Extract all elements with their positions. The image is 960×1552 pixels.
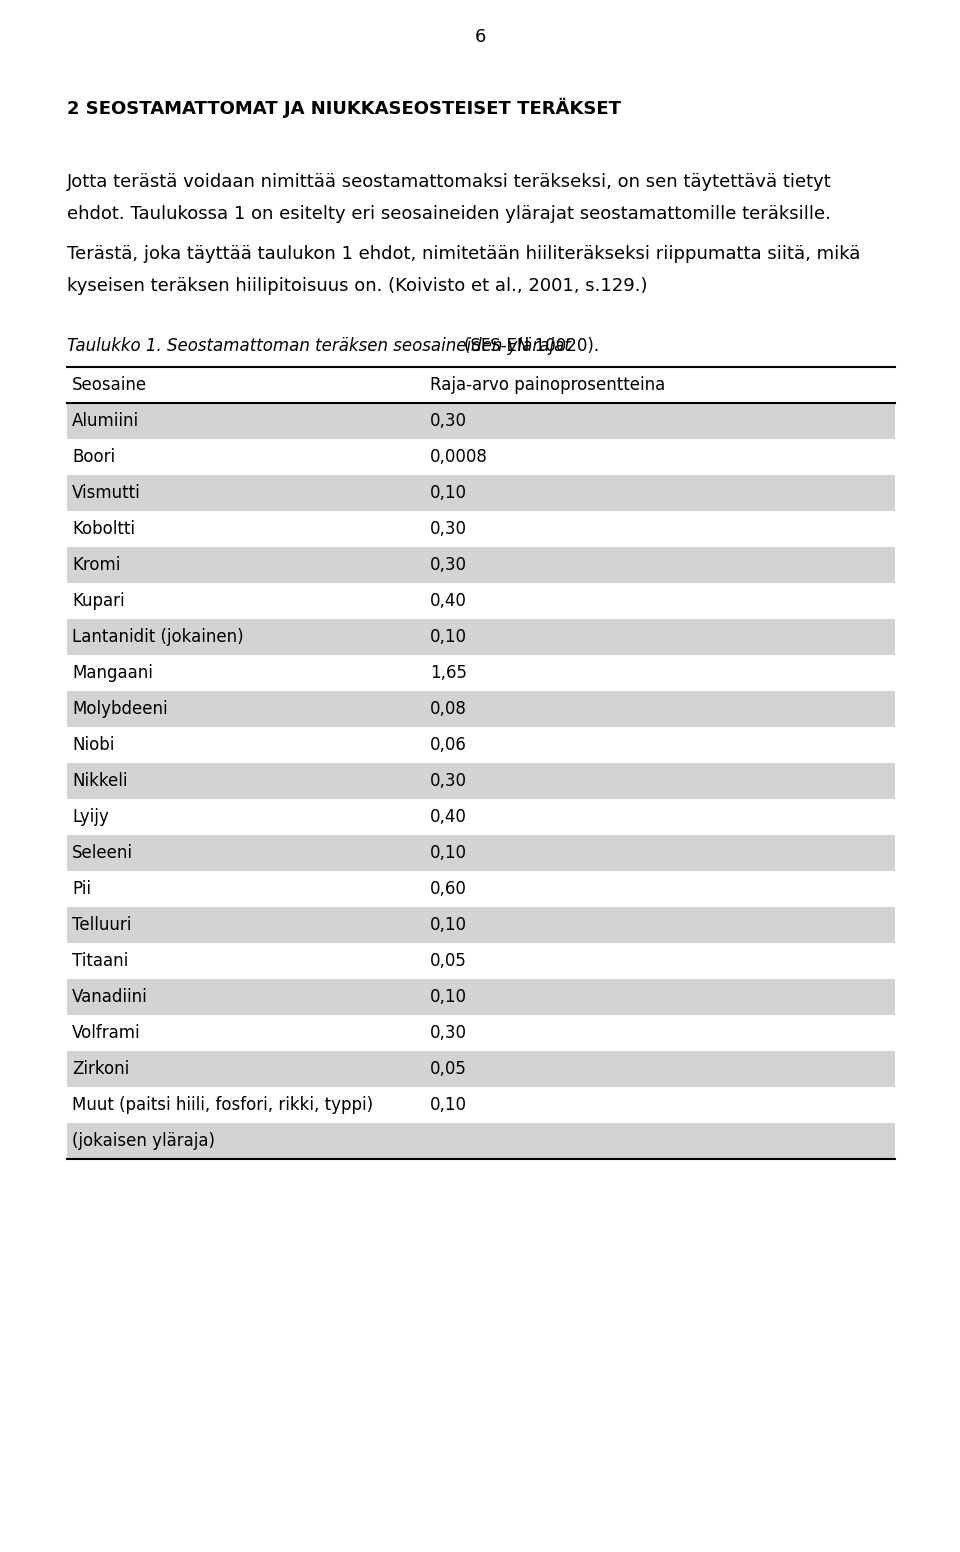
- Text: Boori: Boori: [72, 449, 115, 466]
- Bar: [67, 944, 895, 979]
- Bar: [67, 655, 895, 691]
- Text: 6: 6: [474, 28, 486, 47]
- Bar: [67, 1124, 895, 1159]
- Text: Terästä, joka täyttää taulukon 1 ehdot, nimitetään hiiliteräkseksi riippumatta s: Terästä, joka täyttää taulukon 1 ehdot, …: [67, 245, 860, 262]
- Text: Alumiini: Alumiini: [72, 411, 139, 430]
- Bar: [67, 404, 895, 439]
- Text: 0,10: 0,10: [430, 1096, 467, 1114]
- Text: Molybdeeni: Molybdeeni: [72, 700, 168, 719]
- Text: 0,10: 0,10: [430, 629, 467, 646]
- Text: 0,10: 0,10: [430, 844, 467, 861]
- Text: 0,30: 0,30: [430, 556, 467, 574]
- Text: Pii: Pii: [72, 880, 91, 899]
- Text: 0,05: 0,05: [430, 951, 467, 970]
- Bar: [67, 691, 895, 726]
- Text: Koboltti: Koboltti: [72, 520, 135, 539]
- Bar: [67, 619, 895, 655]
- Text: 0,30: 0,30: [430, 771, 467, 790]
- Text: 0,05: 0,05: [430, 1060, 467, 1079]
- Text: kyseisen teräksen hiilipitoisuus on. (Koivisto et al., 2001, s.129.): kyseisen teräksen hiilipitoisuus on. (Ko…: [67, 276, 647, 295]
- Bar: [67, 835, 895, 871]
- Text: (SFS-EN 10020).: (SFS-EN 10020).: [465, 337, 599, 355]
- Text: Mangaani: Mangaani: [72, 664, 153, 681]
- Text: 0,06: 0,06: [430, 736, 467, 754]
- Text: ehdot. Taulukossa 1 on esitelty eri seosaineiden ylärajat seostamattomille teräk: ehdot. Taulukossa 1 on esitelty eri seos…: [67, 205, 830, 223]
- Bar: [67, 979, 895, 1015]
- Text: 0,0008: 0,0008: [430, 449, 488, 466]
- Text: Vismutti: Vismutti: [72, 484, 141, 501]
- Text: Lyijy: Lyijy: [72, 809, 108, 826]
- Text: Vanadiini: Vanadiini: [72, 989, 148, 1006]
- Text: Niobi: Niobi: [72, 736, 114, 754]
- Bar: [67, 1086, 895, 1124]
- Text: 2 SEOSTAMATTOMAT JA NIUKKASEOSTEISET TERÄKSET: 2 SEOSTAMATTOMAT JA NIUKKASEOSTEISET TER…: [67, 98, 621, 118]
- Text: 0,30: 0,30: [430, 1024, 467, 1041]
- Text: 1,65: 1,65: [430, 664, 467, 681]
- Text: Kupari: Kupari: [72, 591, 125, 610]
- Text: Lantanidit (jokainen): Lantanidit (jokainen): [72, 629, 244, 646]
- Text: 0,08: 0,08: [430, 700, 467, 719]
- Text: Jotta terästä voidaan nimittää seostamattomaksi teräkseksi, on sen täytettävä ti: Jotta terästä voidaan nimittää seostamat…: [67, 172, 831, 191]
- Text: Seosaine: Seosaine: [72, 376, 147, 394]
- Text: 0,10: 0,10: [430, 484, 467, 501]
- Text: 0,60: 0,60: [430, 880, 467, 899]
- Text: Titaani: Titaani: [72, 951, 129, 970]
- Text: Volframi: Volframi: [72, 1024, 140, 1041]
- Text: Kromi: Kromi: [72, 556, 120, 574]
- Bar: [67, 871, 895, 906]
- Text: (jokaisen yläraja): (jokaisen yläraja): [72, 1131, 215, 1150]
- Text: 0,10: 0,10: [430, 989, 467, 1006]
- Text: 0,30: 0,30: [430, 520, 467, 539]
- Text: Nikkeli: Nikkeli: [72, 771, 128, 790]
- Text: 0,40: 0,40: [430, 591, 467, 610]
- Bar: [67, 764, 895, 799]
- Text: Raja-arvo painoprosentteina: Raja-arvo painoprosentteina: [430, 376, 665, 394]
- Text: 0,40: 0,40: [430, 809, 467, 826]
- Text: Taulukko 1. Seostamattoman teräksen seosaineiden ylärajat: Taulukko 1. Seostamattoman teräksen seos…: [67, 337, 576, 355]
- Bar: [67, 726, 895, 764]
- Text: Seleeni: Seleeni: [72, 844, 133, 861]
- Bar: [67, 906, 895, 944]
- Text: 0,30: 0,30: [430, 411, 467, 430]
- Text: Telluuri: Telluuri: [72, 916, 132, 934]
- Bar: [67, 546, 895, 584]
- Text: Muut (paitsi hiili, fosfori, rikki, typpi): Muut (paitsi hiili, fosfori, rikki, typp…: [72, 1096, 373, 1114]
- Bar: [67, 584, 895, 619]
- Bar: [67, 799, 895, 835]
- Bar: [67, 1051, 895, 1086]
- Bar: [67, 511, 895, 546]
- Text: Zirkoni: Zirkoni: [72, 1060, 130, 1079]
- Text: 0,10: 0,10: [430, 916, 467, 934]
- Bar: [67, 439, 895, 475]
- Bar: [67, 475, 895, 511]
- Bar: [67, 1015, 895, 1051]
